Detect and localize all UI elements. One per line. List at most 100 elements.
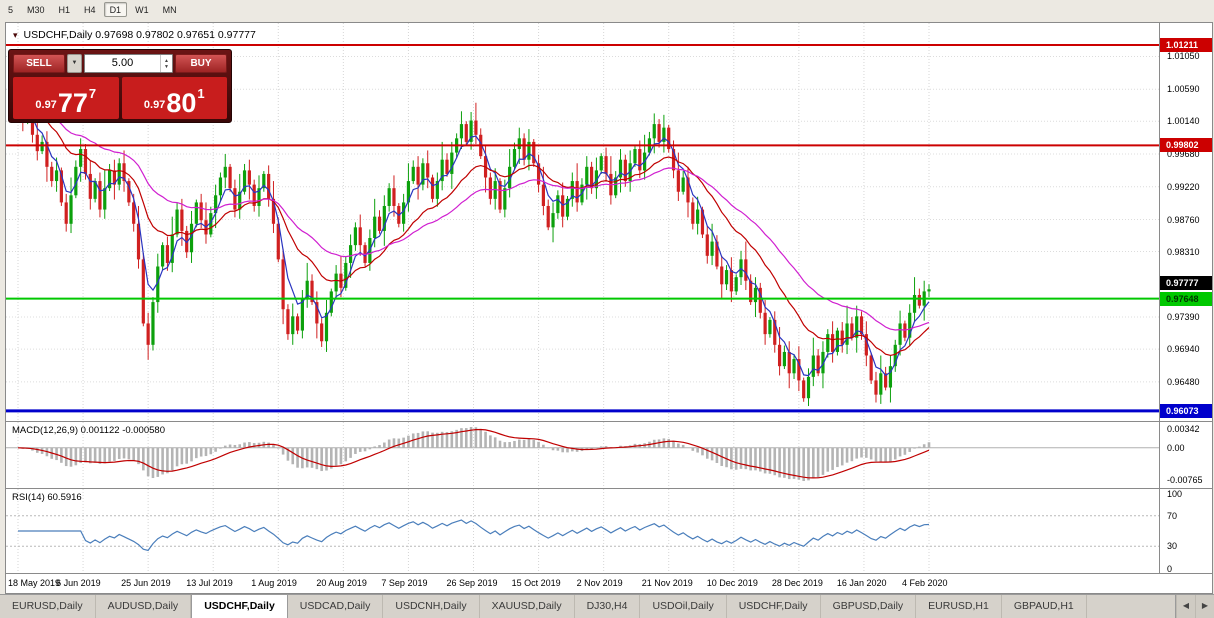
chart-tab-usdoil-daily[interactable]: USDOil,Daily <box>640 595 727 618</box>
sell-price-point: 7 <box>88 86 97 101</box>
tab-scroll-right-icon[interactable]: ▶ <box>1195 595 1214 618</box>
price-tick-label: 1.01050 <box>1167 51 1200 62</box>
buy-price-point: 1 <box>197 86 205 101</box>
price-line-badge[interactable]: 0.97648 <box>1160 291 1212 306</box>
spinner-down-icon[interactable]: ▼ <box>164 63 169 70</box>
rsi-axis[interactable]: 100 70 30 0 <box>1160 489 1212 574</box>
chart-tab-eurusd-h1[interactable]: EURUSD,H1 <box>916 595 1002 618</box>
tab-scroll-left-icon[interactable]: ◀ <box>1176 595 1195 618</box>
macd-axis-min: -0.00765 <box>1167 475 1203 485</box>
chart-tab-gbpaud-h1[interactable]: GBPAUD,H1 <box>1002 595 1087 618</box>
chart-ohlc-header: ▾ USDCHF,Daily 0.97698 0.97802 0.97651 0… <box>13 29 256 41</box>
chart-tab-gbpusd-daily[interactable]: GBPUSD,Daily <box>821 595 917 618</box>
sell-price-display[interactable]: 0.97 77 7 <box>13 77 119 119</box>
timeframe-button-m30[interactable]: M30 <box>27 5 45 15</box>
one-click-trading-panel: SELL ▼ 5.00 ▲ ▼ BUY 0.97 77 7 0.97 80 1 <box>8 49 232 123</box>
date-axis-separator <box>6 573 1212 574</box>
timeframe-button-d1[interactable]: D1 <box>103 2 128 17</box>
timeframe-button-5[interactable]: 5 <box>8 5 14 15</box>
date-label: 6 Jun 2019 <box>56 578 101 588</box>
date-label: 10 Dec 2019 <box>706 578 758 588</box>
spinner-up-icon[interactable]: ▲ <box>164 57 169 64</box>
date-label: 26 Sep 2019 <box>446 578 498 588</box>
chart-tab-xauusd-daily[interactable]: XAUUSD,Daily <box>480 595 575 618</box>
tab-scroll-buttons: ◀ ▶ <box>1175 595 1214 618</box>
ohlc-text: USDCHF,Daily 0.97698 0.97802 0.97651 0.9… <box>23 29 256 41</box>
price-axis-border <box>1159 23 1160 574</box>
date-label: 16 Jan 2020 <box>836 578 887 588</box>
ma-18-line <box>17 102 930 357</box>
price-line-badge[interactable]: 1.01211 <box>1160 38 1212 52</box>
timeframe-toolbar: 5 M30 H1 H4 D1 W1 MN <box>0 0 1214 22</box>
volume-dropdown-icon[interactable]: ▼ <box>67 54 82 73</box>
chart-tab-usdchf-daily[interactable]: USDCHF,Daily <box>191 595 288 618</box>
macd-separator[interactable] <box>6 421 1212 422</box>
date-label: 15 Oct 2019 <box>511 578 561 588</box>
buy-price-figure: 0.97 <box>143 99 166 111</box>
rsi-separator[interactable] <box>6 488 1212 489</box>
price-tick-label: 0.96480 <box>1167 376 1200 387</box>
timeframe-button-mn[interactable]: MN <box>162 5 177 15</box>
date-label: 28 Dec 2019 <box>771 578 823 588</box>
macd-indicator-label: MACD(12,26,9) 0.001122 -0.000580 <box>12 425 165 436</box>
price-tick-label: 1.00590 <box>1167 84 1200 95</box>
price-tick-label: 0.99680 <box>1167 149 1200 159</box>
rsi-axis-label: 70 <box>1167 510 1178 521</box>
date-label: 4 Feb 2020 <box>902 578 948 588</box>
rsi-indicator-label: RSI(14) 60.5916 <box>12 492 82 503</box>
rsi-chart-svg[interactable] <box>6 489 1159 573</box>
timeframe-button-w1[interactable]: W1 <box>135 5 149 15</box>
date-label: 18 May 2019 <box>8 578 61 588</box>
timeframe-button-h4[interactable]: H4 <box>84 5 96 15</box>
price-tick-label: 0.96940 <box>1167 344 1200 355</box>
price-axis[interactable]: 1.01050 1.00590 1.00140 0.99680 0.99220 0.987… <box>1160 23 1212 421</box>
chart-tab-audusd-daily[interactable]: AUDUSD,Daily <box>96 595 192 618</box>
date-label: 21 Nov 2019 <box>641 578 693 588</box>
date-label: 1 Aug 2019 <box>251 578 297 588</box>
chart-tab-eurusd-daily[interactable]: EURUSD,Daily <box>0 595 96 618</box>
macd-axis-zero: 0.00 <box>1167 442 1185 453</box>
chart-tab-bar: EURUSD,Daily AUDUSD,Daily USDCHF,Daily USDC… <box>0 594 1214 618</box>
macd-axis[interactable]: 0.00342 0.00 -0.00765 <box>1160 422 1212 488</box>
volume-input[interactable]: 5.00 ▲ ▼ <box>84 54 173 73</box>
date-label: 13 Jul 2019 <box>186 578 233 588</box>
chart-tab-usdchf-daily[interactable]: USDCHF,Daily <box>727 595 821 618</box>
date-label: 20 Aug 2019 <box>316 578 367 588</box>
window-menu-icon[interactable]: ▾ <box>13 29 18 40</box>
macd-axis-max: 0.00342 <box>1167 424 1200 434</box>
price-line-badge[interactable]: 0.96073 <box>1160 403 1212 418</box>
rsi-axis-label: 0 <box>1167 564 1173 574</box>
date-label: 25 Jun 2019 <box>121 578 171 588</box>
date-label: 2 Nov 2019 <box>576 578 623 588</box>
chart-tab-usdcnh-daily[interactable]: USDCNH,Daily <box>383 595 480 618</box>
macd-chart-svg[interactable] <box>6 422 1159 488</box>
chart-window: ▾ USDCHF,Daily 0.97698 0.97802 0.97651 0… <box>5 22 1213 594</box>
rsi-axis-label: 30 <box>1167 541 1178 552</box>
timeframe-button-h1[interactable]: H1 <box>58 5 71 15</box>
buy-price-display[interactable]: 0.97 80 1 <box>121 77 227 119</box>
current-price-badge: 0.97777 <box>1160 276 1212 291</box>
price-tick-label: 0.98760 <box>1167 214 1200 225</box>
sell-price-figure: 0.97 <box>35 99 57 111</box>
sell-price-pips: 77 <box>57 88 88 118</box>
sell-button[interactable]: SELL <box>13 54 65 73</box>
rsi-line <box>18 519 930 552</box>
chart-tab-dj30-h4[interactable]: DJ30,H4 <box>575 595 641 618</box>
chart-tab-usdcad-daily[interactable]: USDCAD,Daily <box>288 595 384 618</box>
price-tick-label: 1.00140 <box>1167 116 1200 127</box>
ma-36-line <box>17 102 930 331</box>
price-tick-label: 0.98310 <box>1167 246 1200 257</box>
volume-stepper[interactable]: ▲ ▼ <box>160 55 172 72</box>
buy-price-pips: 80 <box>166 88 197 118</box>
price-tick-label: 0.99220 <box>1167 181 1200 192</box>
date-axis[interactable]: 18 May 2019 6 Jun 2019 25 Jun 2019 13 Jul 2… <box>6 574 1159 593</box>
volume-value[interactable]: 5.00 <box>111 57 134 69</box>
buy-button[interactable]: BUY <box>175 54 227 73</box>
ma-5-line <box>17 102 930 377</box>
rsi-axis-label: 100 <box>1167 489 1183 499</box>
date-label: 7 Sep 2019 <box>381 578 428 588</box>
price-line-badge[interactable]: 0.99802 <box>1160 138 1212 153</box>
price-tick-label: 0.97390 <box>1167 312 1200 323</box>
macd-signal-line <box>17 428 930 479</box>
